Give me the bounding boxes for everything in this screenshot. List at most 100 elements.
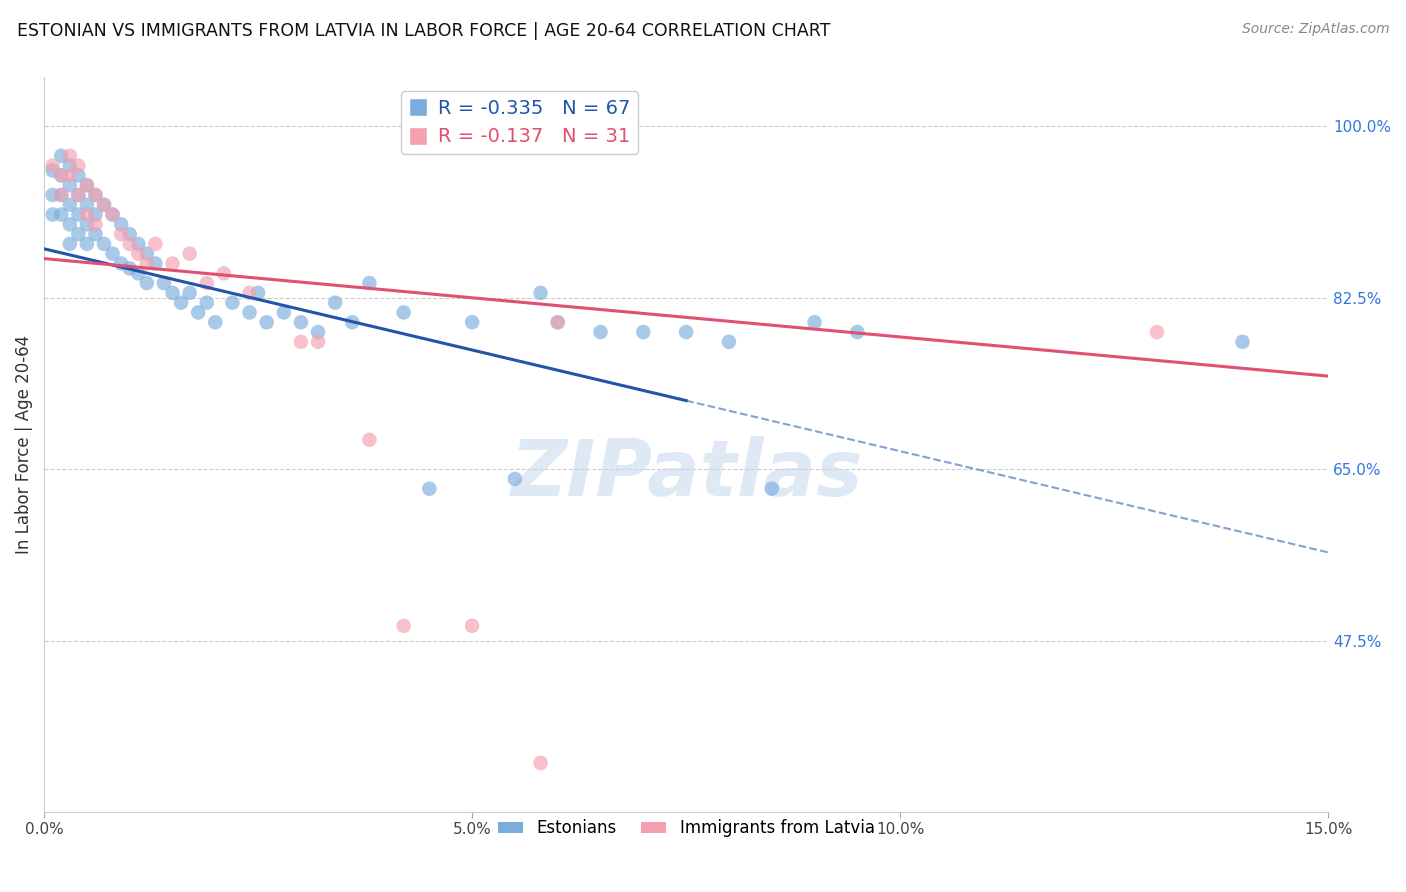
Estonians	[204, 315, 226, 329]
Immigrants from Latvia	[212, 266, 235, 280]
Estonians	[290, 315, 312, 329]
Estonians	[256, 315, 278, 329]
Estonians	[84, 227, 107, 241]
Estonians	[67, 169, 90, 183]
Estonians	[342, 315, 364, 329]
Immigrants from Latvia	[145, 236, 167, 251]
Immigrants from Latvia	[195, 276, 218, 290]
Immigrants from Latvia	[461, 619, 484, 633]
Estonians	[110, 217, 132, 231]
Estonians	[67, 227, 90, 241]
Immigrants from Latvia	[51, 188, 73, 202]
Estonians	[51, 208, 73, 222]
Text: ESTONIAN VS IMMIGRANTS FROM LATVIA IN LABOR FORCE | AGE 20-64 CORRELATION CHART: ESTONIAN VS IMMIGRANTS FROM LATVIA IN LA…	[17, 22, 831, 40]
Immigrants from Latvia	[93, 198, 115, 212]
Text: Source: ZipAtlas.com: Source: ZipAtlas.com	[1241, 22, 1389, 37]
Estonians	[84, 208, 107, 222]
Immigrants from Latvia	[84, 188, 107, 202]
Estonians	[59, 217, 82, 231]
Immigrants from Latvia	[529, 756, 551, 770]
Estonians	[59, 198, 82, 212]
Estonians	[323, 295, 346, 310]
Immigrants from Latvia	[1146, 325, 1168, 339]
Immigrants from Latvia	[67, 188, 90, 202]
Immigrants from Latvia	[359, 433, 381, 447]
Estonians	[195, 295, 218, 310]
Estonians	[135, 246, 157, 260]
Immigrants from Latvia	[67, 159, 90, 173]
Immigrants from Latvia	[547, 315, 569, 329]
Immigrants from Latvia	[162, 256, 184, 270]
Estonians	[84, 188, 107, 202]
Estonians	[162, 285, 184, 300]
Immigrants from Latvia	[127, 246, 149, 260]
Immigrants from Latvia	[59, 169, 82, 183]
Estonians	[145, 256, 167, 270]
Estonians	[135, 276, 157, 290]
Estonians	[503, 472, 526, 486]
Estonians	[1232, 334, 1254, 349]
Immigrants from Latvia	[101, 208, 124, 222]
Immigrants from Latvia	[76, 178, 98, 193]
Immigrants from Latvia	[110, 227, 132, 241]
Estonians	[221, 295, 243, 310]
Immigrants from Latvia	[135, 256, 157, 270]
Estonians	[101, 246, 124, 260]
Immigrants from Latvia	[41, 159, 63, 173]
Estonians	[41, 188, 63, 202]
Estonians	[589, 325, 612, 339]
Immigrants from Latvia	[118, 236, 141, 251]
Estonians	[118, 261, 141, 276]
Estonians	[547, 315, 569, 329]
Immigrants from Latvia	[59, 149, 82, 163]
Estonians	[633, 325, 655, 339]
Immigrants from Latvia	[51, 169, 73, 183]
Estonians	[238, 305, 260, 319]
Estonians	[59, 159, 82, 173]
Estonians	[187, 305, 209, 319]
Estonians	[803, 315, 825, 329]
Estonians	[273, 305, 295, 319]
Estonians	[93, 236, 115, 251]
Estonians	[127, 266, 149, 280]
Estonians	[51, 169, 73, 183]
Estonians	[110, 256, 132, 270]
Immigrants from Latvia	[76, 208, 98, 222]
Immigrants from Latvia	[392, 619, 415, 633]
Estonians	[418, 482, 440, 496]
Estonians	[170, 295, 193, 310]
Estonians	[59, 178, 82, 193]
Estonians	[41, 208, 63, 222]
Immigrants from Latvia	[307, 334, 329, 349]
Estonians	[67, 208, 90, 222]
Estonians	[153, 276, 176, 290]
Estonians	[67, 188, 90, 202]
Estonians	[59, 236, 82, 251]
Immigrants from Latvia	[84, 217, 107, 231]
Estonians	[93, 198, 115, 212]
Immigrants from Latvia	[179, 246, 201, 260]
Y-axis label: In Labor Force | Age 20-64: In Labor Force | Age 20-64	[15, 335, 32, 554]
Estonians	[529, 285, 551, 300]
Estonians	[761, 482, 783, 496]
Estonians	[392, 305, 415, 319]
Estonians	[51, 188, 73, 202]
Estonians	[846, 325, 869, 339]
Text: ZIPatlas: ZIPatlas	[510, 436, 862, 512]
Estonians	[76, 178, 98, 193]
Estonians	[76, 217, 98, 231]
Estonians	[461, 315, 484, 329]
Legend: Estonians, Immigrants from Latvia: Estonians, Immigrants from Latvia	[491, 813, 882, 844]
Estonians	[127, 236, 149, 251]
Estonians	[675, 325, 697, 339]
Estonians	[359, 276, 381, 290]
Immigrants from Latvia	[238, 285, 260, 300]
Estonians	[179, 285, 201, 300]
Estonians	[76, 236, 98, 251]
Immigrants from Latvia	[290, 334, 312, 349]
Estonians	[717, 334, 740, 349]
Estonians	[118, 227, 141, 241]
Estonians	[76, 198, 98, 212]
Estonians	[51, 149, 73, 163]
Estonians	[307, 325, 329, 339]
